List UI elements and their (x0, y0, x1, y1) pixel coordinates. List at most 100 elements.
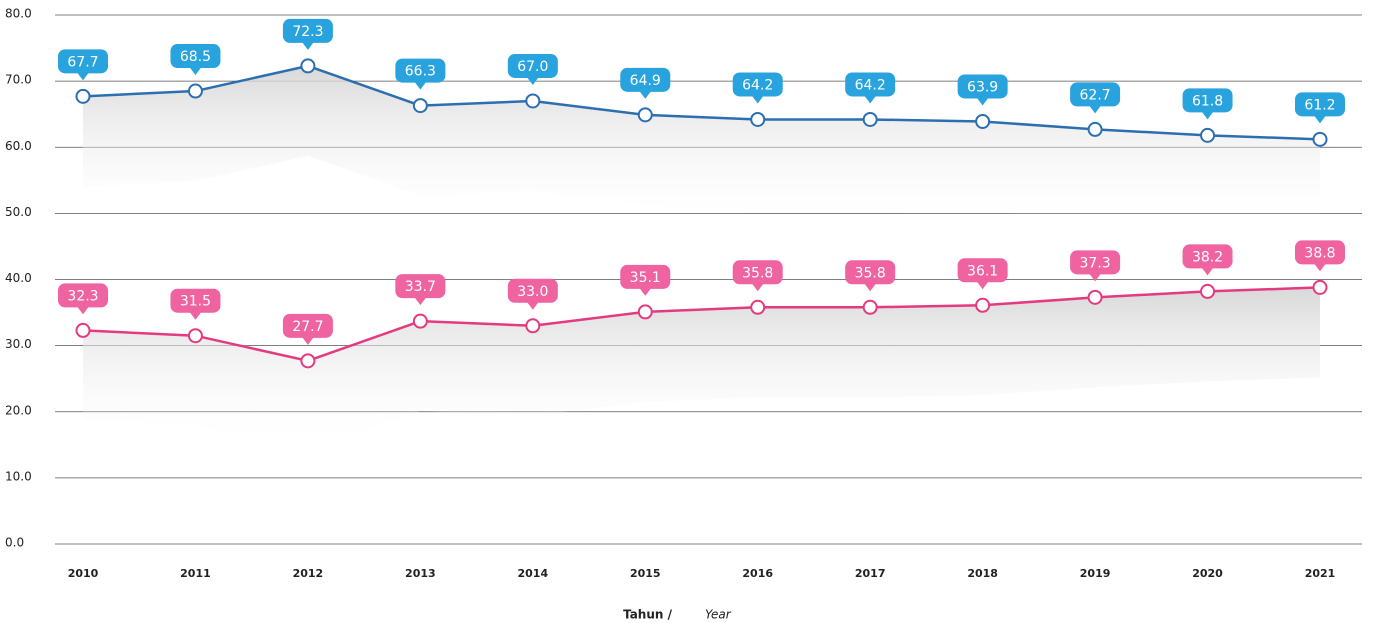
data-label: 64.9 (630, 73, 661, 89)
data-label: 27.7 (292, 319, 323, 335)
callout-pointer (1201, 111, 1214, 120)
data-label: 64.2 (855, 77, 886, 93)
x-tick-label: 2011 (180, 567, 211, 580)
point (1312, 279, 1328, 295)
callout-box (957, 258, 1008, 283)
data-label: 37.3 (1080, 255, 1111, 271)
callout: 64.2 (732, 72, 783, 104)
data-label: 32.3 (67, 288, 98, 304)
point (750, 111, 766, 127)
point (525, 318, 541, 334)
data-label: 64.2 (742, 77, 773, 93)
line (82, 64, 1321, 141)
callout-pointer (639, 287, 652, 296)
data-label: 61.8 (1192, 93, 1223, 109)
callout: 68.5 (170, 44, 221, 76)
callout: 35.1 (620, 264, 671, 296)
callout: 61.8 (1182, 88, 1233, 120)
x-tick-label: 2013 (405, 567, 436, 580)
callout-box (845, 260, 896, 285)
callout: 67.7 (58, 49, 108, 81)
point (75, 322, 91, 338)
callout-pointer (301, 41, 314, 50)
callout: 66.3 (395, 58, 446, 90)
callout: 35.8 (845, 260, 896, 292)
callout: 38.8 (1295, 240, 1345, 272)
point (637, 107, 653, 123)
callout-pointer (751, 95, 764, 104)
callout: 62.7 (1070, 82, 1121, 114)
y-tick-label: 50.0 (5, 205, 32, 219)
point (300, 353, 316, 369)
callout-box (732, 260, 783, 285)
data-label: 66.3 (405, 64, 436, 80)
callout-pointer (1314, 263, 1326, 272)
data-label: 38.8 (1304, 245, 1335, 261)
callout-pointer (1089, 105, 1102, 114)
x-tick-label: 2020 (1192, 567, 1223, 580)
callout-box (620, 67, 671, 92)
point (750, 299, 766, 315)
callout-box (282, 18, 333, 43)
callout-pointer (414, 297, 427, 306)
data-label: 33.0 (517, 284, 548, 300)
callout-box (1182, 88, 1233, 113)
x-tick-label: 2015 (630, 567, 661, 580)
callout-pointer (301, 336, 314, 345)
callout: 36.1 (957, 258, 1008, 290)
callout: 63.9 (957, 74, 1008, 106)
callout-pointer (77, 306, 89, 315)
callout-box (1070, 250, 1121, 275)
callout: 38.2 (1182, 244, 1233, 276)
data-label: 36.1 (967, 263, 998, 279)
data-label: 68.5 (180, 49, 211, 65)
callout-box (1295, 240, 1345, 265)
callout-box (170, 288, 221, 313)
callout-pointer (526, 301, 539, 310)
line (82, 286, 1321, 363)
data-label: 72.3 (292, 24, 323, 40)
point (412, 313, 428, 329)
callout-box (507, 278, 558, 303)
callout-pointer (864, 283, 877, 292)
point (300, 58, 316, 74)
y-tick-label: 10.0 (5, 469, 32, 483)
data-label: 38.2 (1192, 249, 1223, 265)
callout-box (1182, 244, 1233, 269)
x-tick-label: 2014 (518, 567, 549, 580)
y-tick-label: 0.0 (5, 536, 24, 550)
point (975, 113, 991, 129)
callout-box (282, 313, 333, 338)
point (412, 98, 428, 114)
x-tick-label: 2012 (293, 567, 324, 580)
callout-pointer (526, 76, 539, 85)
y-tick-label: 70.0 (5, 73, 32, 87)
callout: 64.2 (845, 72, 896, 104)
data-label: 63.9 (967, 79, 998, 95)
point (862, 111, 878, 127)
point (1200, 127, 1216, 143)
point (637, 304, 653, 320)
callout: 33.7 (395, 274, 446, 306)
callout: 32.3 (58, 283, 108, 315)
callout-box (58, 283, 108, 308)
x-axis-title: Tahun / (623, 608, 673, 622)
callout: 35.8 (732, 260, 783, 292)
data-label: 61.2 (1304, 97, 1335, 113)
callout-pointer (976, 97, 989, 106)
callout-pointer (864, 95, 877, 104)
callout-box (1070, 82, 1121, 107)
callout: 27.7 (282, 313, 333, 345)
data-label: 31.5 (180, 294, 211, 310)
callout-box (58, 49, 108, 74)
callout: 61.2 (1295, 92, 1345, 124)
callout-pointer (77, 72, 89, 81)
callout-pointer (976, 281, 989, 290)
callout: 37.3 (1070, 250, 1121, 282)
point (862, 299, 878, 315)
point (187, 83, 203, 99)
x-tick-label: 2018 (967, 567, 998, 580)
y-tick-label: 40.0 (5, 271, 32, 285)
point (525, 93, 541, 109)
callout: 33.0 (507, 278, 558, 310)
